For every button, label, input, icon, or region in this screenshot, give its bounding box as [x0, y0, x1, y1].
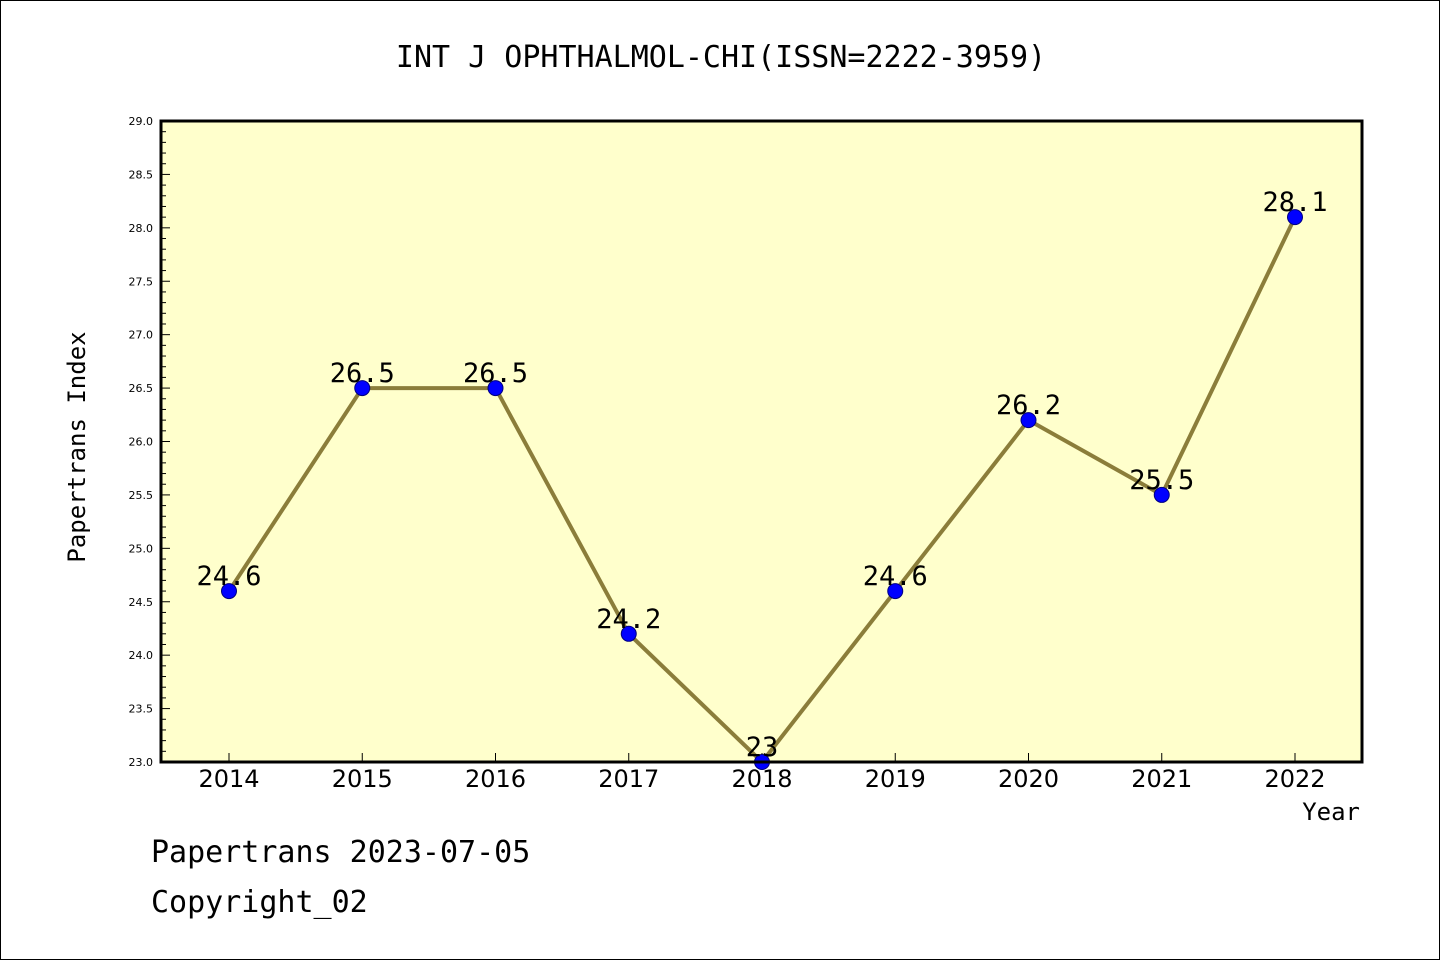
footer-date: Papertrans 2023-07-05: [151, 835, 531, 870]
x-axis: 2014 2015 2016 2017 2018 2019 2020 2021 2022: [198, 753, 1326, 793]
data-point: [1020, 412, 1037, 429]
x-tick-label: 2020: [998, 765, 1059, 793]
data-label: 26.5: [330, 358, 395, 389]
y-tick-label: 24.0: [129, 649, 154, 662]
y-tick-label: 26.0: [129, 436, 154, 449]
data-label: 23: [746, 732, 779, 763]
y-tick-label: 29.0: [129, 115, 154, 128]
plot-border: [159, 119, 1364, 764]
chart-title: INT J OPHTHALMOL-CHI(ISSN=2222-3959): [396, 40, 1046, 75]
footer-copyright: Copyright_02: [151, 885, 368, 920]
x-tick-label: 2019: [865, 765, 926, 793]
x-tick-label: 2015: [332, 765, 393, 793]
y-tick-label: 23.0: [129, 756, 154, 769]
y-tick-label: 23.5: [129, 703, 154, 716]
y-tick-label: 25.5: [129, 489, 154, 502]
y-axis-title: Papertrans Index: [63, 331, 91, 562]
data-point: [354, 380, 371, 397]
data-point: [487, 380, 504, 397]
data-label: 25.5: [1129, 465, 1194, 496]
x-axis-title: Year: [1302, 798, 1360, 826]
y-tick-label: 28.0: [129, 222, 154, 235]
data-label: 28.1: [1262, 187, 1327, 218]
y-tick-label: 27.0: [129, 329, 154, 342]
y-tick-label: 25.0: [129, 542, 154, 555]
y-axis: 23.0 23.5 24.0 24.5 25.0 25.5 26.0 26.5 27.0 27.5…: [129, 115, 170, 769]
data-label: 26.5: [463, 358, 528, 389]
x-tick-label: 2022: [1264, 765, 1325, 793]
y-tick-label: 24.5: [129, 596, 154, 609]
data-point: [1287, 209, 1303, 226]
y-tick-label: 28.5: [129, 168, 154, 181]
data-point: [887, 583, 904, 600]
data-point: [221, 583, 237, 600]
data-point: [1153, 486, 1170, 503]
x-tick-label: 2017: [598, 765, 659, 793]
data-labels: 24.6 26.5 26.5 24.2 23 24.6 26.2 25.5 28.1: [196, 187, 1327, 763]
data-point: [620, 625, 637, 642]
x-tick-label: 2014: [198, 765, 259, 793]
x-tick-label: 2016: [465, 765, 526, 793]
plot-area: [161, 121, 1362, 762]
data-label: 26.2: [996, 390, 1061, 421]
y-tick-label: 27.5: [129, 275, 154, 288]
data-label: 24.2: [596, 604, 661, 635]
data-label: 24.6: [196, 561, 261, 592]
data-markers: [221, 209, 1303, 770]
data-label: 24.6: [863, 561, 928, 592]
x-tick-label: 2021: [1131, 765, 1192, 793]
y-tick-label: 26.5: [129, 382, 154, 395]
